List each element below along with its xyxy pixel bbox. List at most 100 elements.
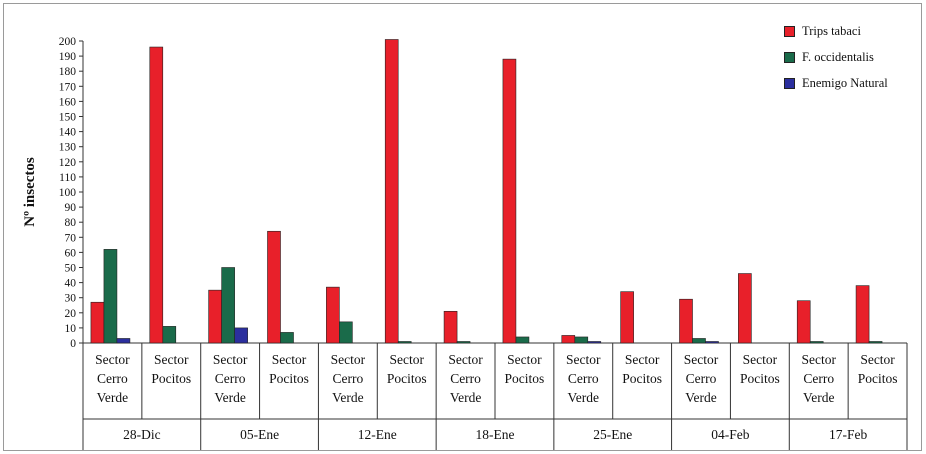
x-tick-label-sector: Sector: [743, 352, 778, 367]
bar: [208, 289, 222, 344]
x-tick-label-sector: Pocitos: [151, 371, 191, 386]
bar: [397, 341, 412, 344]
x-tick-label-sector: Pocitos: [858, 371, 898, 386]
legend-label: Trips tabaci: [802, 23, 861, 38]
legend-item-trips-tabaci: Trips tabaci: [784, 18, 924, 44]
bar: [221, 267, 235, 344]
bar: [502, 58, 517, 344]
y-tick-label: 60: [65, 247, 77, 259]
x-group-label: 25-Ene: [593, 427, 632, 442]
y-tick-label: 200: [59, 36, 77, 48]
bar: [809, 341, 824, 344]
legend-swatch-trips-tabaci: [784, 25, 795, 37]
bar: [456, 341, 471, 344]
legend-swatch-f-occidentalis: [784, 51, 795, 63]
y-tick-label: 100: [59, 187, 77, 199]
x-tick-label-sector: Verde: [568, 390, 599, 405]
x-tick-label-sector: Verde: [97, 390, 128, 405]
bar: [796, 300, 811, 344]
bar: [868, 341, 883, 344]
y-tick-label: 120: [59, 157, 77, 169]
x-group-label: 18-Ene: [476, 427, 515, 442]
x-tick-label-sector: Cerro: [97, 371, 128, 386]
y-tick-label: 160: [59, 96, 77, 108]
x-tick-label-sector: Verde: [214, 390, 245, 405]
bar: [234, 327, 248, 344]
y-tick-label: 20: [65, 308, 77, 320]
bar: [738, 273, 752, 344]
x-tick-label-sector: Sector: [507, 352, 542, 367]
x-tick-label-sector: Pocitos: [505, 371, 545, 386]
x-group-label: 04-Feb: [711, 427, 749, 442]
y-tick-label: 10: [65, 323, 77, 335]
y-tick-label: 40: [65, 278, 77, 290]
bar: [692, 338, 706, 344]
y-tick-label: 80: [65, 217, 77, 229]
x-tick-label-sector: Sector: [389, 352, 424, 367]
x-tick-label-sector: Sector: [154, 352, 189, 367]
bar: [515, 336, 530, 344]
x-tick-label-sector: Verde: [450, 390, 481, 405]
legend-swatch-enemigo-natural: [784, 77, 795, 89]
x-group-label: 17-Feb: [829, 427, 867, 442]
x-tick-label-sector: Sector: [272, 352, 307, 367]
y-tick-label: 110: [59, 172, 76, 184]
x-tick-label-sector: Sector: [331, 352, 366, 367]
x-tick-label-sector: Sector: [95, 352, 130, 367]
bar: [326, 286, 340, 344]
bar: [267, 230, 281, 344]
x-tick-label-sector: Verde: [803, 390, 834, 405]
y-tick-label: 150: [59, 112, 77, 124]
bar: [103, 249, 118, 344]
y-tick-label: 70: [65, 232, 77, 244]
x-tick-label-sector: Verde: [685, 390, 716, 405]
bar: [855, 285, 870, 344]
bar: [90, 301, 105, 344]
x-tick-label-sector: Sector: [448, 352, 483, 367]
x-tick-label-sector: Pocitos: [269, 371, 309, 386]
x-tick-label-sector: Cerro: [686, 371, 717, 386]
bar: [280, 332, 294, 344]
y-tick-label: 180: [59, 66, 77, 78]
y-tick-label: 130: [59, 142, 77, 154]
bar: [162, 326, 177, 344]
x-tick-label-sector: Cerro: [332, 371, 363, 386]
x-tick-label-sector: Cerro: [215, 371, 246, 386]
bar: [443, 310, 458, 344]
y-tick-label: 170: [59, 81, 77, 93]
legend-item-enemigo-natural: Enemigo Natural: [784, 70, 924, 96]
bar: [587, 341, 602, 344]
x-tick-label-sector: Sector: [684, 352, 719, 367]
x-tick-label-sector: Pocitos: [622, 371, 662, 386]
x-group-label: 28-Dic: [123, 427, 161, 442]
bar: [384, 39, 399, 344]
x-tick-label-sector: Pocitos: [387, 371, 427, 386]
bar: [620, 291, 634, 344]
x-group-label: 05-Ene: [240, 427, 279, 442]
bar: [574, 336, 589, 344]
x-tick-label-sector: Sector: [213, 352, 248, 367]
bar: [679, 298, 693, 344]
x-tick-label-sector: Verde: [332, 390, 363, 405]
legend-item-f-occidentalis: F. occidentalis: [784, 44, 924, 70]
x-tick-label-sector: Sector: [801, 352, 836, 367]
y-tick-label: 30: [65, 293, 77, 305]
legend: Trips tabaci F. occidentalis Enemigo Nat…: [784, 18, 924, 96]
x-group-label: 12-Ene: [358, 427, 397, 442]
legend-label: Enemigo Natural: [802, 75, 888, 90]
x-tick-label-sector: Sector: [860, 352, 895, 367]
bar: [561, 335, 576, 344]
bar: [149, 46, 164, 344]
chart-frame: Nº insectos 0 10 20 30 40 50 60 70 80 90 100 110 120 1…: [3, 3, 922, 451]
x-tick-label-sector: Sector: [566, 352, 601, 367]
y-tick-label: 140: [59, 127, 77, 139]
x-tick-label-sector: Cerro: [568, 371, 599, 386]
y-tick-label: 90: [65, 202, 77, 214]
y-tick-label: 50: [65, 263, 77, 275]
bar: [705, 341, 719, 344]
y-axis-title: Nº insectos: [22, 157, 38, 227]
x-tick-label-sector: Cerro: [450, 371, 481, 386]
y-tick-label: 190: [59, 51, 77, 63]
bar: [339, 321, 353, 344]
x-tick-label-sector: Sector: [625, 352, 660, 367]
